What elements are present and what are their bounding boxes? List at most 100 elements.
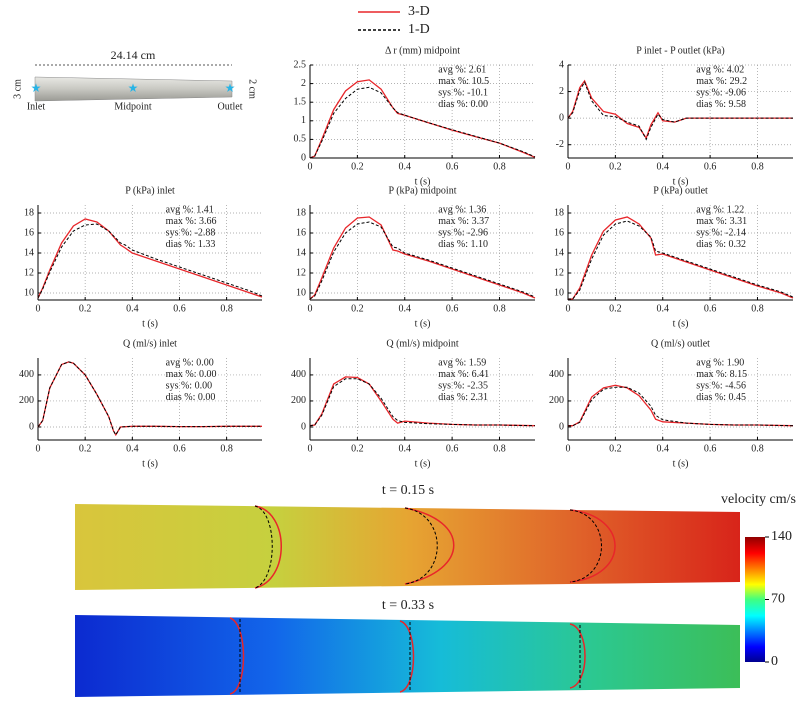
data-line xyxy=(37,361,262,436)
y-tick-label: 14 xyxy=(296,247,306,258)
y-tick-label: 16 xyxy=(296,227,306,238)
profile-3d xyxy=(569,509,616,583)
x-tick-label: 0.4 xyxy=(656,443,669,454)
data-line xyxy=(309,376,536,427)
annotation: avg %: 0.00 xyxy=(166,357,214,368)
plot-area xyxy=(38,358,262,440)
x-tick-label: 0 xyxy=(308,303,313,314)
colorbar-tick-label: 0 xyxy=(771,654,778,669)
y-tick-label: 0 xyxy=(301,152,306,163)
y-tick-label: 0.5 xyxy=(294,134,307,145)
x-tick-label: 0.6 xyxy=(446,161,459,172)
x-tick-label: 0 xyxy=(566,161,571,172)
x-tick-label: 0.8 xyxy=(493,443,506,454)
x-tick-label: 0.4 xyxy=(398,443,411,454)
y-tick-label: 400 xyxy=(19,369,34,380)
profile-3d xyxy=(399,620,415,693)
x-tick-label: 0.6 xyxy=(173,443,186,454)
y-tick-label: 10 xyxy=(24,287,34,298)
x-tick-label: 0.6 xyxy=(704,303,717,314)
y-tick-label: 16 xyxy=(554,227,564,238)
x-tick-label: 0.6 xyxy=(446,443,459,454)
x-tick-label: 0 xyxy=(566,303,571,314)
annotation: sys %: 0.00 xyxy=(166,380,212,391)
annotation: max %: 10.5 xyxy=(438,76,489,87)
annotation: avg %: 1.22 xyxy=(696,204,744,215)
annotation: dias %: 1.10 xyxy=(438,239,488,250)
y-tick-label: 14 xyxy=(24,247,34,258)
chart-title: Q (ml/s) outlet xyxy=(651,338,710,349)
vessel xyxy=(34,76,233,102)
profile-3d xyxy=(254,505,282,589)
x-tick-label: 0.2 xyxy=(609,303,622,314)
chart-title: Q (ml/s) midpoint xyxy=(386,338,458,349)
panel-label: t = 0.15 s xyxy=(382,483,434,498)
x-tick-label: 0 xyxy=(308,443,313,454)
annotation: sys %: -10.1 xyxy=(438,87,488,98)
x-tick-label: 0.6 xyxy=(704,443,717,454)
vessel-schematic: 24.14 cm 3 cm 2 cm Inlet Midpoint Outlet… xyxy=(12,48,257,113)
x-axis-label: t (s) xyxy=(142,318,158,329)
data-line xyxy=(309,221,536,300)
x-tick-label: 0.6 xyxy=(704,161,717,172)
colorbar-tick-label: 140 xyxy=(771,529,792,544)
annotation: max %: 3.66 xyxy=(166,216,217,227)
y-tick-label: -2 xyxy=(556,139,564,150)
x-tick-label: 0 xyxy=(566,443,571,454)
annotation: avg %: 1.59 xyxy=(438,357,486,368)
annotation: dias %: 0.00 xyxy=(438,99,488,110)
y-tick-label: 16 xyxy=(24,227,34,238)
x-tick-label: 0.4 xyxy=(398,161,411,172)
chart-title: Q (ml/s) inlet xyxy=(123,338,177,349)
annotation: avg %: 1.41 xyxy=(166,204,214,215)
plot-area xyxy=(568,65,793,158)
data-line xyxy=(37,218,263,299)
x-tick-label: 0.4 xyxy=(656,303,669,314)
chart-title: P inlet - P outlet (kPa) xyxy=(636,45,724,56)
legend-label: 3-D xyxy=(408,4,430,19)
plot-area xyxy=(310,358,535,440)
x-axis-label: t (s) xyxy=(142,458,158,469)
y-tick-label: 4 xyxy=(559,59,564,70)
x-tick-label: 0 xyxy=(36,443,41,454)
colorbar-title: velocity cm/s xyxy=(721,492,796,507)
x-tick-label: 0.8 xyxy=(493,303,506,314)
x-axis-label: t (s) xyxy=(415,318,431,329)
x-tick-label: 0.2 xyxy=(351,161,364,172)
x-axis-label: t (s) xyxy=(673,176,689,187)
annotation: avg %: 2.61 xyxy=(438,64,486,75)
inlet-diameter: 3 cm xyxy=(12,79,23,99)
x-axis-label: t (s) xyxy=(415,176,431,187)
x-tick-label: 0.8 xyxy=(220,443,233,454)
plot-area xyxy=(568,205,793,300)
y-tick-label: 0 xyxy=(301,421,306,432)
annotation: sys %: -2.88 xyxy=(166,227,216,238)
annotation: dias %: 0.45 xyxy=(696,392,746,403)
chart-title: Δ r (mm) midpoint xyxy=(385,45,460,56)
y-tick-label: 2.5 xyxy=(294,59,307,70)
legend-label: 1-D xyxy=(408,22,430,37)
y-tick-label: 10 xyxy=(554,287,564,298)
x-tick-label: 0.6 xyxy=(446,303,459,314)
chart-title: P (kPa) midpoint xyxy=(389,185,457,196)
x-tick-label: 0.8 xyxy=(751,303,764,314)
y-tick-label: 14 xyxy=(554,247,564,258)
y-tick-label: 1 xyxy=(301,115,306,126)
annotation: dias %: 0.32 xyxy=(696,239,746,250)
profile-3d xyxy=(569,623,586,689)
annotation: sys %: -2.96 xyxy=(438,227,488,238)
annotation: max %: 6.41 xyxy=(438,369,489,380)
x-tick-label: 0.4 xyxy=(126,303,139,314)
annotation: max %: 3.31 xyxy=(696,216,747,227)
data-line xyxy=(37,223,263,299)
x-tick-label: 0.4 xyxy=(398,303,411,314)
velocity-contours: t = 0.15 s t = 0.33 s velocity cm/s xyxy=(75,483,796,697)
data-line xyxy=(567,81,793,141)
annotation: sys %: -9.06 xyxy=(696,87,746,98)
y-tick-label: 0 xyxy=(29,421,34,432)
colorbar xyxy=(745,537,765,662)
data-line xyxy=(568,216,794,300)
annotation: sys %: -2.35 xyxy=(438,380,488,391)
location-label: Inlet xyxy=(27,101,46,112)
